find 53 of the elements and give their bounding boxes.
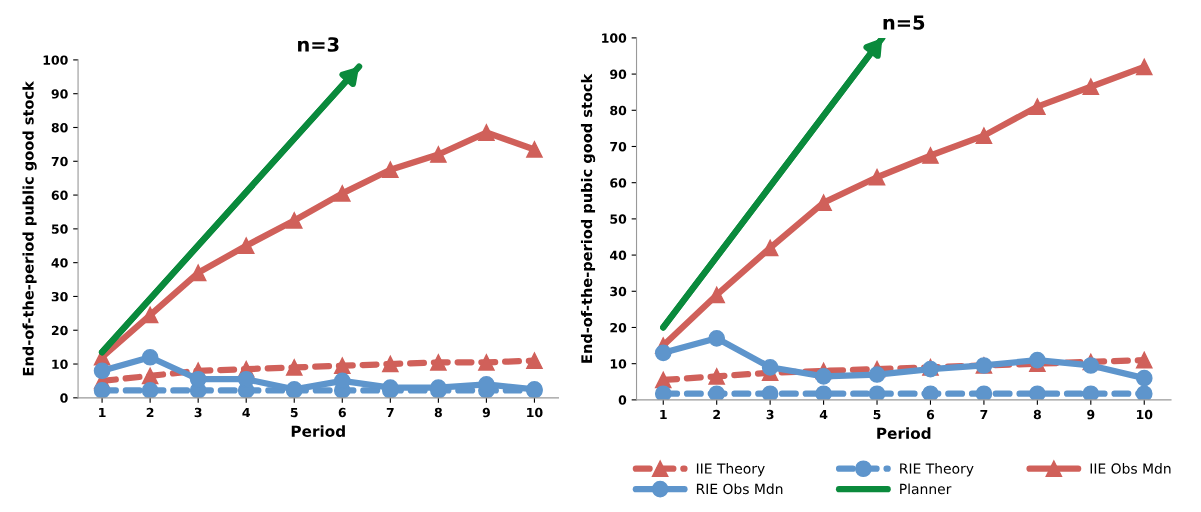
x-tick-label: 1: [660, 409, 667, 420]
legend-label: RIE Theory: [900, 463, 974, 477]
legend-label: IIE Theory: [696, 463, 765, 477]
y-tick-label: 60: [610, 178, 627, 188]
x-tick-label: 5: [290, 407, 298, 418]
x-tick-label: 3: [766, 409, 774, 420]
x-tick-label: 6: [926, 409, 935, 420]
chart-title: n=3: [298, 37, 339, 52]
y-tick-label: 50: [51, 224, 68, 234]
x-tick-label: 1: [99, 407, 106, 418]
x-tick-label: 7: [386, 407, 394, 418]
y-tick-label: 0: [618, 395, 627, 405]
y-tick-label: 80: [610, 105, 627, 116]
legend-label: Planner: [900, 483, 952, 495]
legend-label: IIE Obs Mdn: [1090, 463, 1171, 474]
y-tick-label: 10: [610, 359, 627, 369]
y-tick-label: 0: [60, 393, 68, 403]
legend-label: RIE Obs Mdn: [696, 483, 783, 495]
y-tick-label: 60: [51, 190, 68, 200]
y-tick-label: 30: [51, 291, 68, 302]
y-tick-label: 40: [51, 258, 68, 268]
x-tick-label: 4: [819, 409, 828, 420]
y-tick-label: 100: [602, 33, 627, 43]
y-tick-label: 90: [610, 69, 627, 80]
chart-title: n=5: [883, 15, 925, 30]
y-tick-label: 70: [51, 156, 68, 167]
x-tick-label: 10: [527, 407, 543, 418]
y-tick-label: 30: [610, 286, 627, 297]
x-tick-label: 2: [713, 409, 720, 420]
y-tick-label: 50: [610, 214, 627, 224]
y-tick-label: 80: [51, 122, 68, 133]
x-tick-label: 6: [338, 407, 346, 418]
y-tick-label: 70: [610, 141, 627, 152]
x-tick-label: 8: [1033, 409, 1041, 420]
y-axis-title: End-of-the-period public good stock: [22, 80, 37, 376]
y-tick-label: 10: [52, 359, 68, 369]
x-tick-label: 5: [873, 409, 881, 420]
x-axis-title: Period: [291, 425, 345, 438]
y-tick-label: 40: [609, 250, 627, 261]
x-tick-label: 2: [146, 407, 154, 418]
x-tick-label: 3: [194, 407, 202, 418]
y-tick-label: 90: [51, 89, 68, 99]
y-tick-label: 20: [610, 322, 627, 333]
x-tick-label: 7: [980, 409, 988, 420]
y-axis-title: End-of-the-period pubic good stock: [580, 73, 596, 363]
x-tick-label: 9: [1087, 409, 1095, 420]
y-tick-label: 20: [51, 325, 68, 336]
x-axis-title: Period: [877, 427, 931, 440]
x-tick-label: 10: [1136, 409, 1153, 420]
y-tick-label: 100: [43, 55, 68, 65]
x-tick-label: 9: [482, 407, 490, 418]
x-tick-label: 8: [434, 407, 442, 418]
x-tick-label: 4: [242, 407, 250, 418]
